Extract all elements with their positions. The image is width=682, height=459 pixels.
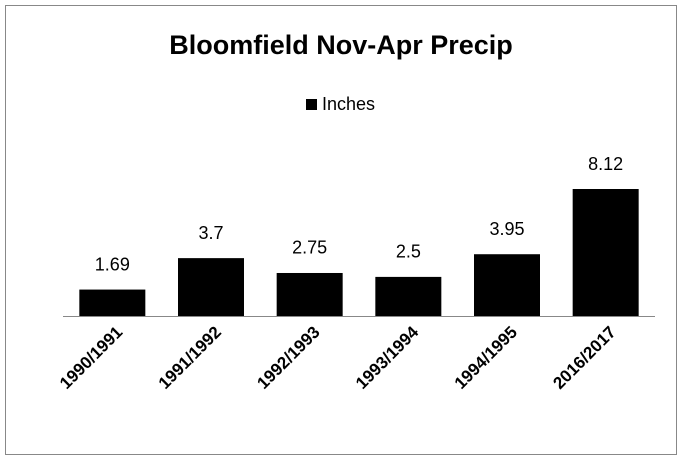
- legend-label: Inches: [322, 94, 375, 114]
- bar: [276, 272, 343, 316]
- data-label: 1.69: [95, 254, 130, 274]
- chart-border: [5, 5, 677, 455]
- data-label: 2.5: [396, 242, 421, 262]
- bar: [474, 254, 540, 316]
- bar: [572, 189, 639, 316]
- data-label: 2.75: [292, 238, 327, 258]
- data-label: 3.95: [489, 219, 524, 239]
- bar: [375, 276, 442, 316]
- chart-title: Bloomfield Nov-Apr Precip: [169, 30, 513, 60]
- data-label: 3.7: [198, 223, 223, 243]
- data-label: 8.12: [588, 154, 623, 174]
- legend-swatch: [306, 99, 317, 110]
- bar: [79, 289, 146, 316]
- bar: [178, 258, 244, 316]
